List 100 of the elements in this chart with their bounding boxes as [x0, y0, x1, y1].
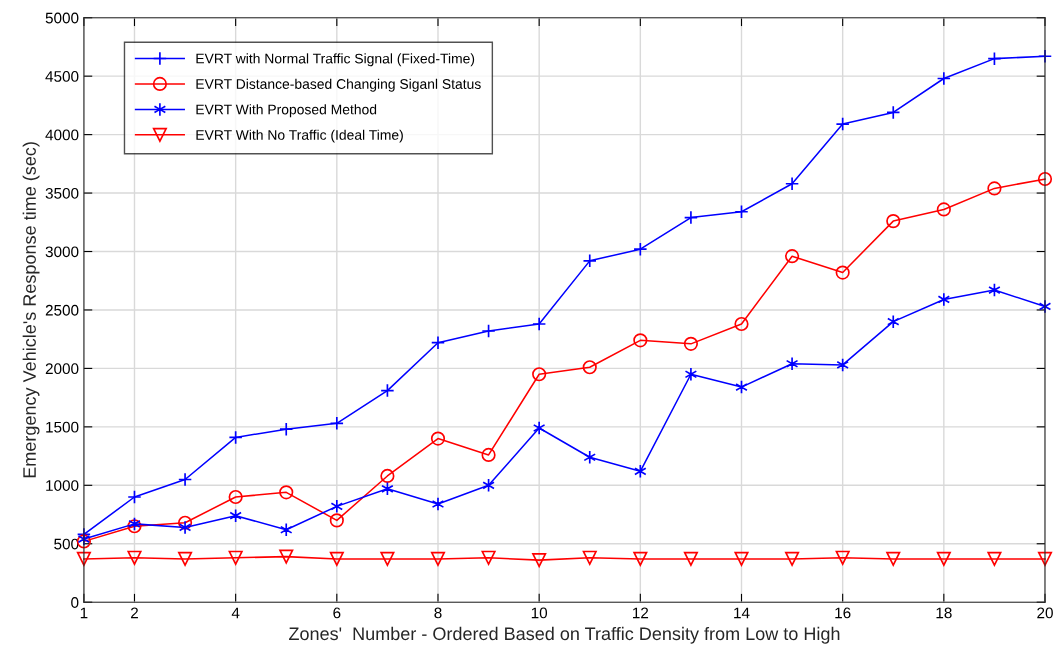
point	[583, 450, 596, 465]
point	[178, 520, 192, 535]
x-tick-label: 18	[936, 607, 952, 619]
y-tick-label: 1500	[46, 421, 79, 433]
point	[886, 214, 901, 229]
point	[633, 242, 648, 257]
point	[582, 550, 597, 565]
x-tick-label: 6	[333, 607, 341, 619]
point	[76, 551, 91, 567]
point	[532, 316, 547, 332]
x-axis-title: Zones' Number - Ordered Based on Traffic Density from Low to High	[289, 626, 840, 644]
point	[380, 468, 395, 484]
point	[835, 550, 850, 565]
point	[887, 314, 900, 329]
point	[936, 551, 951, 567]
point	[634, 464, 647, 479]
point	[683, 210, 699, 225]
point	[582, 360, 597, 375]
point	[936, 71, 951, 86]
point	[430, 335, 446, 350]
x-tick-label: 1	[80, 607, 88, 619]
point	[835, 265, 850, 280]
point	[127, 550, 142, 565]
point	[988, 283, 1001, 298]
point	[532, 553, 547, 568]
point	[431, 496, 445, 512]
point	[380, 383, 395, 398]
point	[784, 551, 800, 567]
point	[228, 489, 243, 505]
point	[481, 550, 496, 565]
point	[430, 431, 446, 446]
point	[735, 380, 748, 395]
point	[229, 508, 242, 523]
point	[330, 499, 344, 514]
point	[228, 430, 243, 445]
point	[734, 204, 749, 219]
point	[532, 367, 547, 382]
point	[482, 478, 495, 493]
y-tick-label: 3500	[45, 187, 79, 199]
y-tick-label: 500	[54, 538, 79, 550]
point	[177, 515, 193, 530]
point	[684, 367, 698, 382]
y-tick-label: 3000	[45, 246, 79, 258]
y-tick-label: 0	[71, 597, 79, 608]
point	[177, 472, 193, 487]
x-tick-label: 20	[1037, 607, 1053, 619]
x-tick-label: 2	[131, 607, 138, 619]
point	[228, 550, 243, 565]
point	[784, 249, 800, 264]
point	[987, 51, 1002, 66]
point	[279, 522, 293, 537]
point	[836, 357, 849, 372]
point	[734, 551, 749, 567]
point	[835, 117, 850, 132]
point	[886, 551, 901, 567]
legend-label: EVRT with Normal Traffic Signal (Fixed-Time)	[196, 53, 475, 67]
point	[683, 551, 699, 567]
point	[279, 485, 294, 500]
point	[177, 551, 193, 567]
point	[784, 176, 800, 191]
x-tick-label: 10	[531, 607, 548, 619]
point	[279, 549, 294, 564]
x-tick-label: 4	[231, 607, 240, 619]
point	[532, 420, 546, 436]
point	[1037, 171, 1053, 187]
point	[481, 447, 496, 463]
point	[987, 551, 1002, 567]
point	[329, 416, 344, 431]
point	[734, 316, 749, 332]
y-tick-label: 4500	[45, 71, 79, 82]
point	[380, 551, 395, 567]
point	[430, 551, 446, 567]
y-axis-title: Emergency Vehicle's Response time (sec)	[22, 142, 40, 478]
point	[886, 105, 901, 120]
point	[381, 481, 394, 496]
point	[1037, 551, 1053, 567]
point	[582, 253, 597, 268]
y-tick-label: 4000	[45, 129, 79, 141]
x-tick-label: 8	[434, 607, 442, 619]
legend-label: EVRT With No Traffic (Ideal Time)	[196, 129, 403, 143]
point	[936, 202, 951, 217]
point	[481, 323, 496, 339]
y-tick-label: 1000	[46, 480, 79, 491]
point	[937, 292, 951, 307]
point	[633, 333, 648, 348]
x-tick-label: 16	[835, 607, 851, 619]
point	[329, 513, 344, 528]
x-tick-label: 14	[734, 607, 750, 619]
y-tick-label: 5000	[45, 12, 79, 24]
x-tick-label: 12	[633, 607, 649, 619]
point	[127, 489, 142, 505]
point	[785, 356, 799, 371]
point	[987, 181, 1002, 196]
y-tick-label: 2000	[45, 363, 79, 375]
point	[633, 551, 648, 567]
legend-label: EVRT With Proposed Method	[196, 104, 377, 118]
point	[683, 336, 699, 351]
y-tick-label: 2500	[45, 304, 79, 316]
legend-label: EVRT Distance-based Changing Siganl Status	[196, 78, 481, 92]
point	[329, 551, 344, 567]
